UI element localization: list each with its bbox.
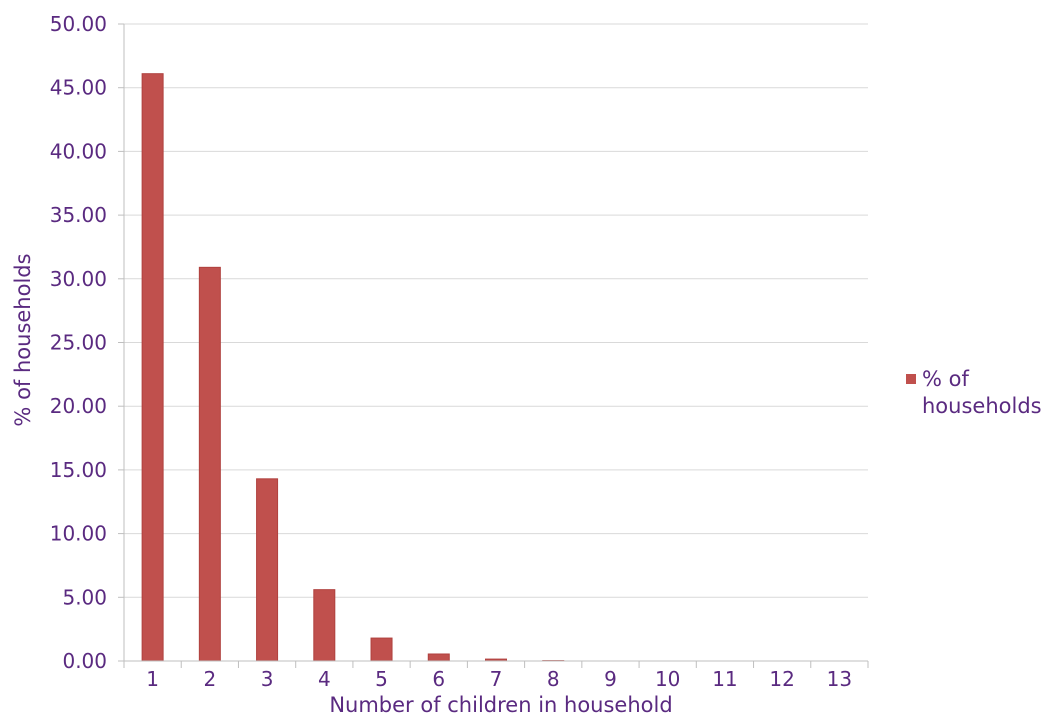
x-tick-label: 6 [432, 667, 445, 691]
y-tick-label: 25.00 [50, 331, 107, 355]
bar [141, 73, 164, 662]
y-tick-label: 0.00 [62, 649, 107, 673]
x-tick-label: 3 [261, 667, 274, 691]
x-tick-label: 1 [146, 667, 159, 691]
y-tick-label: 40.00 [50, 139, 107, 163]
x-tick-label: 12 [769, 667, 794, 691]
y-tick-label: 10.00 [50, 522, 107, 546]
x-tick-labels: 1 2 3 4 5 6 7 8 9 10 11 12 13 [146, 667, 852, 691]
bar [198, 266, 221, 662]
x-tick-label: 13 [827, 667, 852, 691]
legend-label-line-1: % of [922, 367, 969, 391]
y-tick-label: 45.00 [50, 76, 107, 100]
legend-label-line-2: households [922, 394, 1042, 418]
y-tick-label: 15.00 [50, 458, 107, 482]
y-tick-label: 20.00 [50, 394, 107, 418]
y-tick-label: 35.00 [50, 203, 107, 227]
x-tick-label: 4 [318, 667, 331, 691]
x-tick-label: 10 [655, 667, 680, 691]
x-axis-title: Number of children in household [329, 693, 672, 717]
y-tick-label: 30.00 [50, 267, 107, 291]
bar [370, 637, 393, 662]
bar [313, 589, 336, 662]
x-tick-label: 11 [712, 667, 737, 691]
y-tick-label: 5.00 [62, 585, 107, 609]
x-tick-label: 7 [490, 667, 503, 691]
bar [256, 478, 279, 662]
x-tick-label: 9 [604, 667, 617, 691]
x-tick-label: 5 [375, 667, 388, 691]
y-tick-label: 50.00 [50, 12, 107, 36]
gridlines [124, 23, 868, 598]
bar [427, 653, 450, 662]
x-tick-label: 2 [203, 667, 216, 691]
y-tick-labels: 0.00 5.00 10.00 15.00 20.00 25.00 30.00 35.00 40… [50, 12, 107, 673]
bars [141, 73, 565, 662]
axes [118, 23, 869, 668]
y-axis-title: % of households [11, 253, 35, 426]
legend: % of households [906, 367, 1042, 418]
x-tick-label: 8 [547, 667, 560, 691]
legend-swatch [906, 374, 916, 384]
